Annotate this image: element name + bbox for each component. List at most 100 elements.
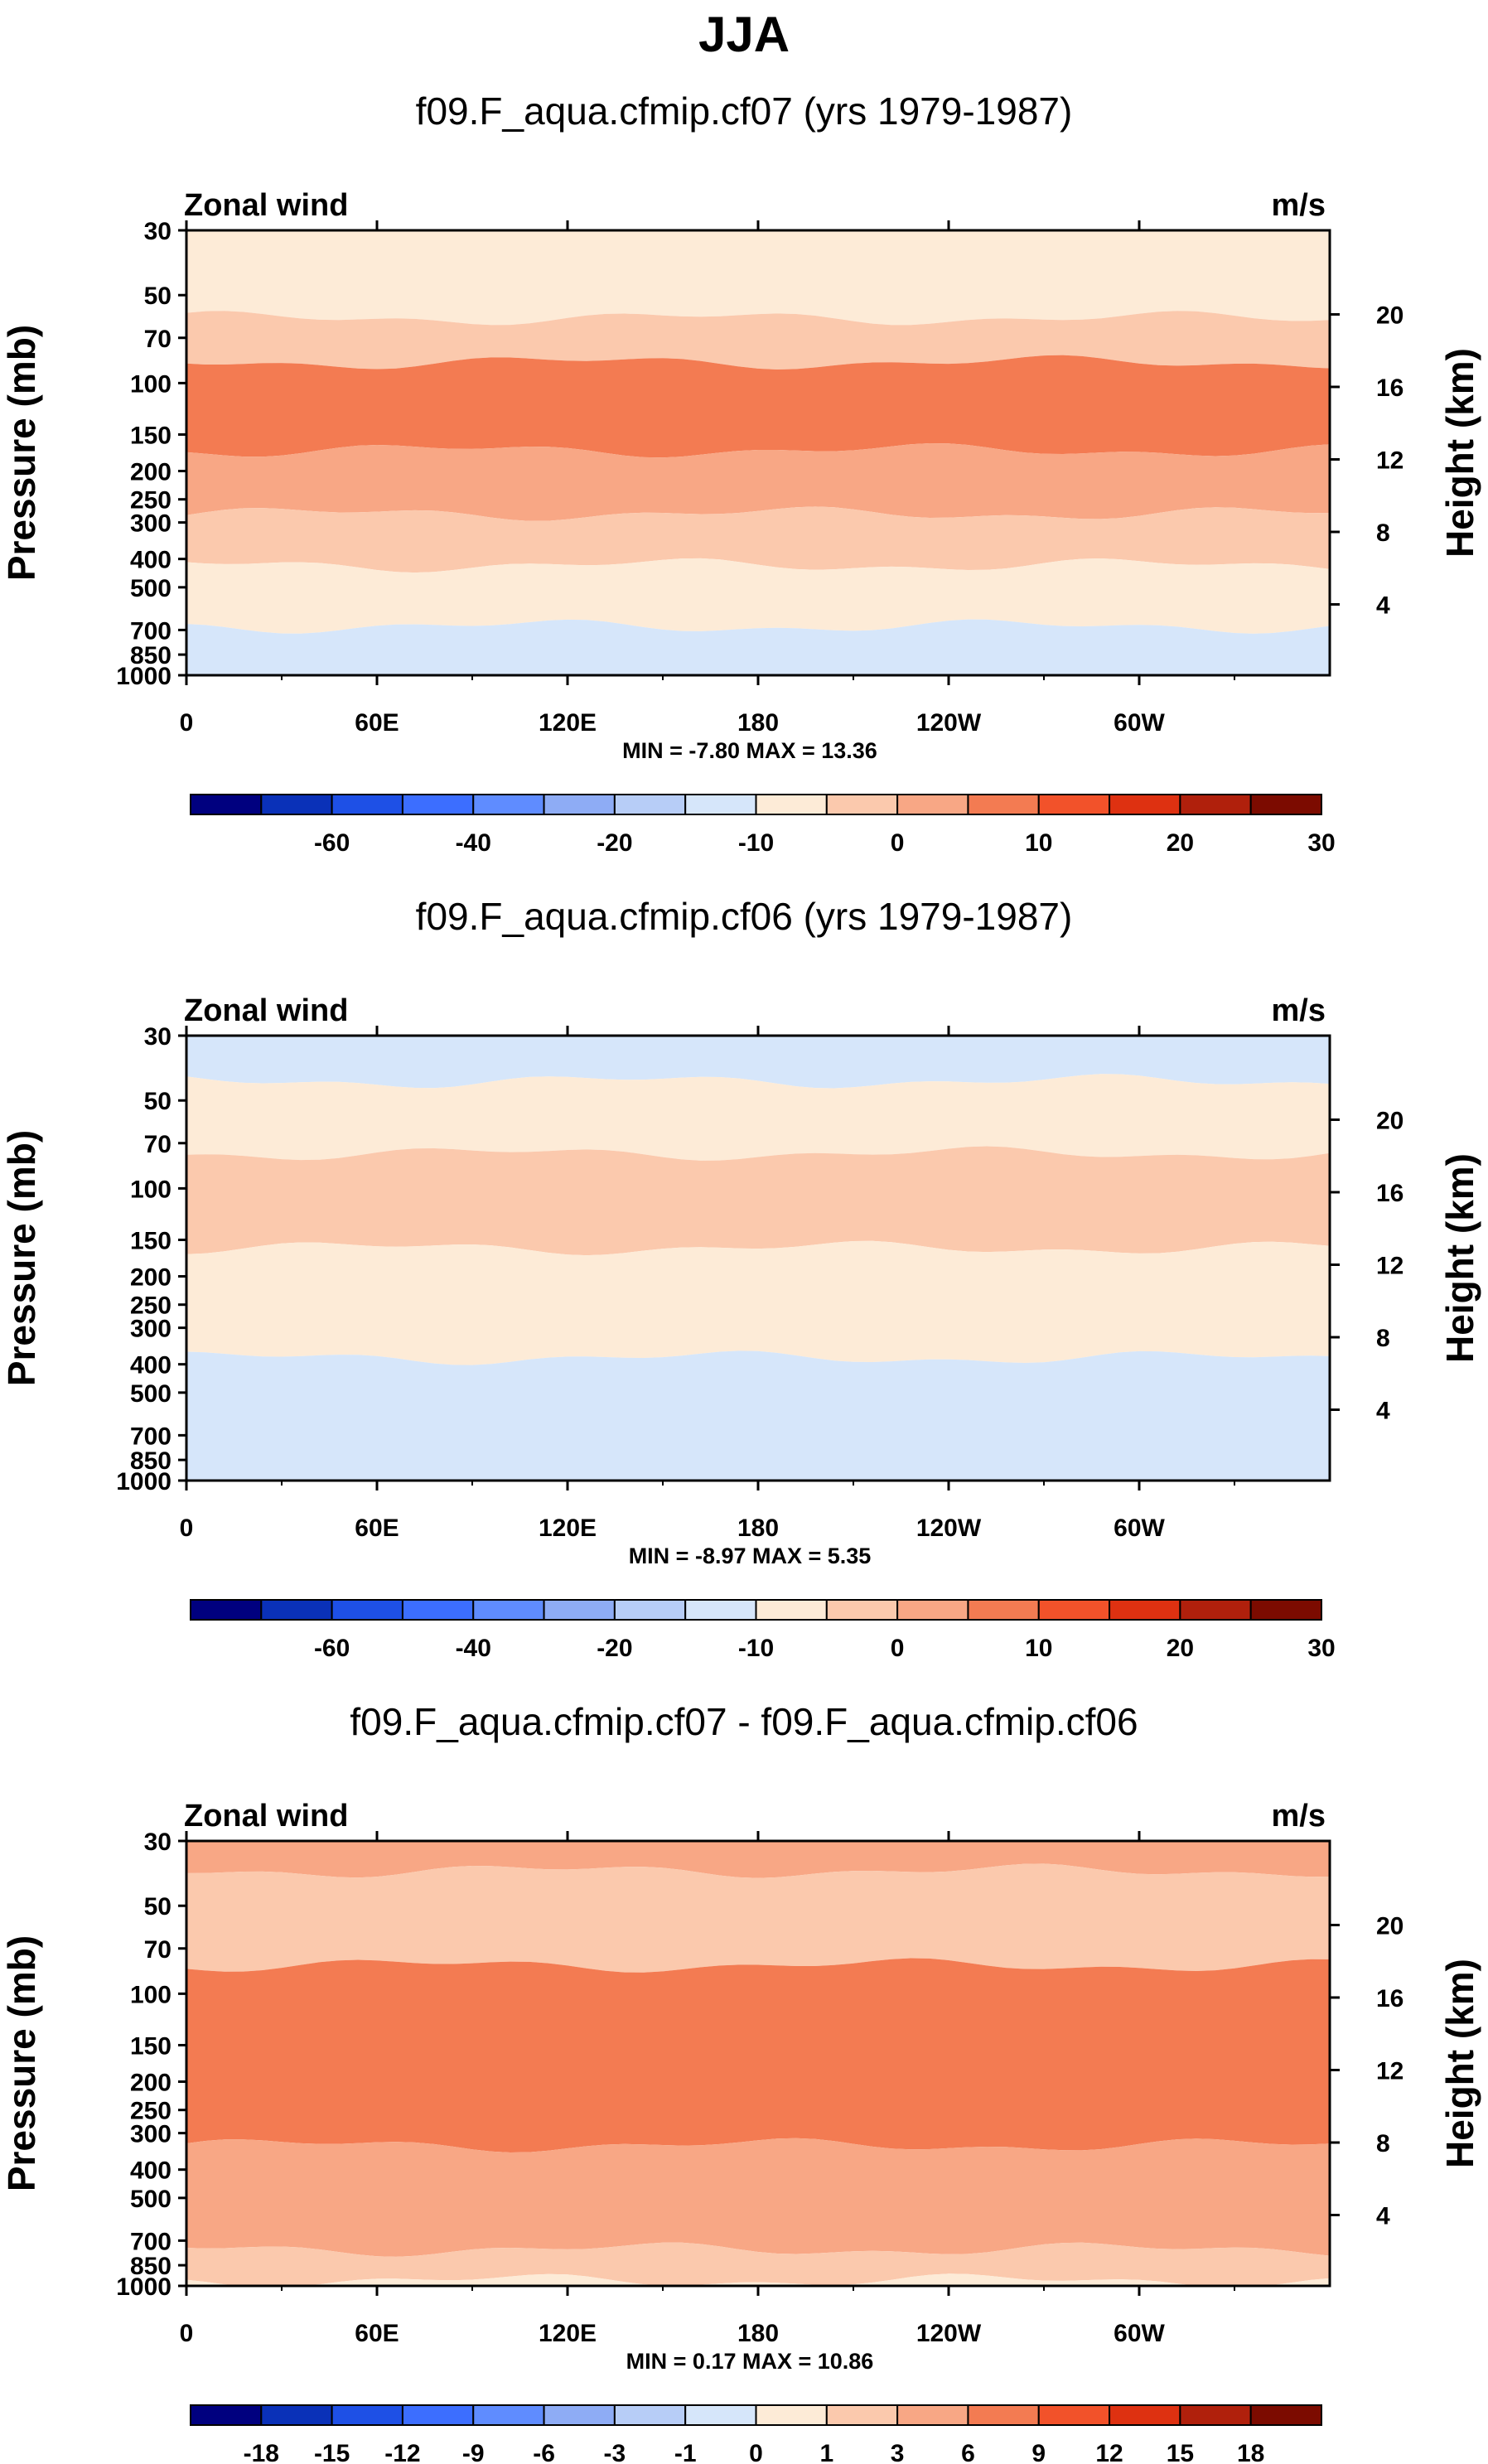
y2-tick-label: 16: [1376, 1985, 1403, 2012]
y-tick-label: 200: [130, 459, 172, 486]
y-tick-label: 150: [130, 1227, 172, 1254]
contour-band: [186, 2242, 1330, 2286]
min-max-stats: MIN = -7.80 MAX = 13.36: [622, 738, 877, 763]
contour-band: [186, 1958, 1330, 2152]
contour-band: [186, 311, 1330, 370]
colorbar-label: 9: [1031, 2440, 1046, 2464]
colorbar: -18 -15 -12 -9 -6 -3 -1 0 1 3 6 9 12 15 18: [190, 2404, 1322, 2464]
y2-tick-label: 8: [1376, 1325, 1390, 1352]
y-tick-label: 500: [130, 1380, 172, 1408]
y-tick-label: 1000: [116, 2273, 172, 2301]
x-tick-label: 60E: [355, 1515, 399, 1542]
y-tick-label: 400: [130, 2157, 172, 2185]
chart-title: f09.F_aqua.cfmip.cf06 (yrs 1979-1987): [416, 895, 1073, 938]
colorbar-box: [401, 2404, 475, 2426]
y-tick-label: 30: [144, 1023, 172, 1051]
y2-axis: 4 8 12 16 20 Height (km): [1330, 1912, 1481, 2230]
colorbar-label: 10: [1025, 1635, 1052, 1662]
colorbar-box: [1109, 2404, 1181, 2426]
colorbar-label: -10: [738, 829, 774, 857]
colorbar-box: [896, 794, 969, 815]
y2-tick-label: 16: [1376, 374, 1403, 402]
y2-tick-label: 20: [1376, 1107, 1403, 1134]
y-tick-label: 70: [144, 1936, 172, 1964]
colorbar-label: -6: [533, 2440, 555, 2464]
contour-bands: [186, 1036, 1330, 1481]
y-tick-label: 700: [130, 2228, 172, 2255]
y-tick-label: 70: [144, 326, 172, 353]
y2-axis-label: Height (km): [1438, 348, 1481, 558]
y-tick-label: 250: [130, 2098, 172, 2125]
colorbar-box: [684, 1599, 757, 1621]
y-tick-label: 300: [130, 510, 172, 538]
x-tick-label: 120E: [539, 1515, 597, 1542]
y-tick-label: 400: [130, 1352, 172, 1379]
colorbar-label: 0: [891, 1635, 905, 1662]
right-label: m/s: [1272, 1799, 1326, 1834]
colorbar-label: -15: [314, 2440, 350, 2464]
x-tick-label: 0: [180, 1515, 194, 1542]
x-tick-label: 120E: [539, 2320, 597, 2347]
colorbar-label: -40: [456, 829, 491, 857]
x-tick-label: 0: [180, 709, 194, 737]
colorbar-label: -18: [244, 2440, 279, 2464]
y2-axis-label: Height (km): [1438, 1959, 1481, 2168]
right-label: m/s: [1272, 993, 1326, 1028]
colorbar-box: [1109, 1599, 1181, 1621]
y-tick-label: 150: [130, 422, 172, 449]
y2-tick-label: 8: [1376, 519, 1390, 547]
colorbar-box: [1037, 1599, 1111, 1621]
colorbar-label: 1: [819, 2440, 833, 2464]
y-tick-label: 300: [130, 2121, 172, 2148]
colorbar-box: [331, 794, 403, 815]
colorbar-box: [1179, 1599, 1252, 1621]
colorbar-box: [1249, 2404, 1322, 2426]
y-tick-label: 150: [130, 2032, 172, 2060]
colorbar-label: 30: [1307, 829, 1335, 857]
x-tick-label: 180: [737, 709, 779, 737]
colorbar-box: [1037, 2404, 1111, 2426]
left-label: Zonal wind: [184, 993, 348, 1028]
chart-panel-2: f09.F_aqua.cfmip.cf06 (yrs 1979-1987) Zon…: [0, 895, 1481, 1662]
colorbar-box: [543, 1599, 616, 1621]
contour-bands: [186, 1841, 1330, 2286]
contour-band: [186, 355, 1330, 458]
colorbar-label: 0: [749, 2440, 763, 2464]
chart-panel-1: f09.F_aqua.cfmip.cf07 (yrs 1979-1987) Zon…: [0, 89, 1481, 857]
colorbar-label: -60: [314, 1635, 350, 1662]
colorbar-box: [190, 2404, 263, 2426]
y-tick-label: 250: [130, 487, 172, 515]
colorbar-box: [684, 2404, 757, 2426]
colorbar-label: 30: [1307, 1635, 1335, 1662]
colorbar-box: [1109, 794, 1181, 815]
chart-title: f09.F_aqua.cfmip.cf07 - f09.F_aqua.cfmip…: [350, 1700, 1138, 1743]
left-label: Zonal wind: [184, 1799, 348, 1834]
colorbar-box: [825, 794, 899, 815]
x-tick-label: 180: [737, 1515, 779, 1542]
colorbar-label: 18: [1237, 2440, 1264, 2464]
min-max-stats: MIN = 0.17 MAX = 10.86: [626, 2349, 874, 2374]
y2-tick-label: 20: [1376, 1912, 1403, 1940]
colorbar-label: -10: [738, 1635, 774, 1662]
colorbar-box: [331, 1599, 403, 1621]
y-tick-label: 30: [144, 218, 172, 245]
colorbar-label: 15: [1167, 2440, 1194, 2464]
contour-band: [186, 1036, 1330, 1089]
contour-band: [186, 1240, 1330, 1365]
contour-bands: [186, 230, 1330, 675]
colorbar-label: 20: [1167, 829, 1194, 857]
y-axis-label: Pressure (mb): [0, 325, 43, 581]
y-tick-label: 30: [144, 1829, 172, 1856]
colorbar-label: -20: [597, 1635, 632, 1662]
colorbar-box: [613, 794, 687, 815]
y-tick-label: 100: [130, 1176, 172, 1203]
contour-band: [186, 2273, 1330, 2286]
colorbar-box: [331, 2404, 403, 2426]
y-tick-label: 700: [130, 617, 172, 645]
colorbar-box: [1179, 794, 1252, 815]
y2-axis: 4 8 12 16 20 Height (km): [1330, 302, 1481, 620]
